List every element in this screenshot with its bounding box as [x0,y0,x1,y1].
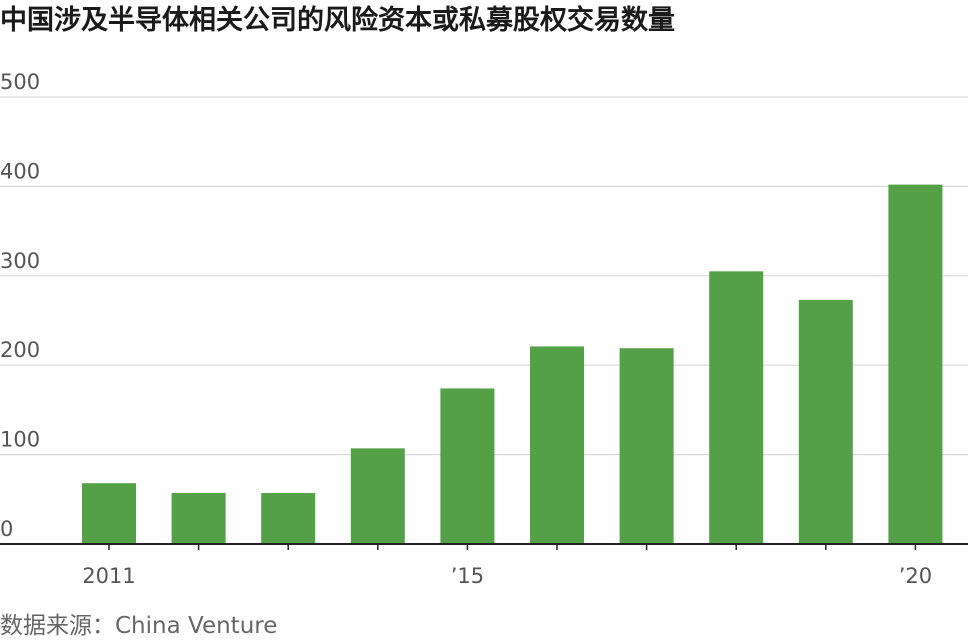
bars [82,184,943,544]
bar-2020 [888,184,943,544]
y-tick-label-300: 300 [0,249,40,273]
bar-2018 [709,271,764,544]
x-tick-label-2011: 2011 [82,564,135,588]
bar-2015 [440,388,495,544]
bar-2019 [798,299,853,544]
x-tick-label-2020: ’20 [899,564,932,588]
y-axis-ticks: 0 100 200 300 400 500 [0,70,40,541]
y-tick-label-400: 400 [0,159,40,183]
bar-2011 [82,483,136,544]
y-tick-label-100: 100 [0,428,40,452]
chart-title: 中国涉及半导体相关公司的风险资本或私募股权交易数量 [0,5,675,36]
y-tick-label-0: 0 [0,517,13,541]
x-axis: 2011 ’15 ’20 [0,543,968,588]
bar-2017 [619,348,674,544]
bar-2014 [350,448,405,544]
bar-2016 [530,346,584,544]
bar-2012 [171,493,226,544]
y-tick-label-200: 200 [0,338,40,362]
y-tick-label-500: 500 [0,70,40,94]
bar-2013 [261,493,316,544]
source-note: 数据来源：China Venture [0,613,278,639]
x-tick-label-2015: ’15 [451,564,484,588]
